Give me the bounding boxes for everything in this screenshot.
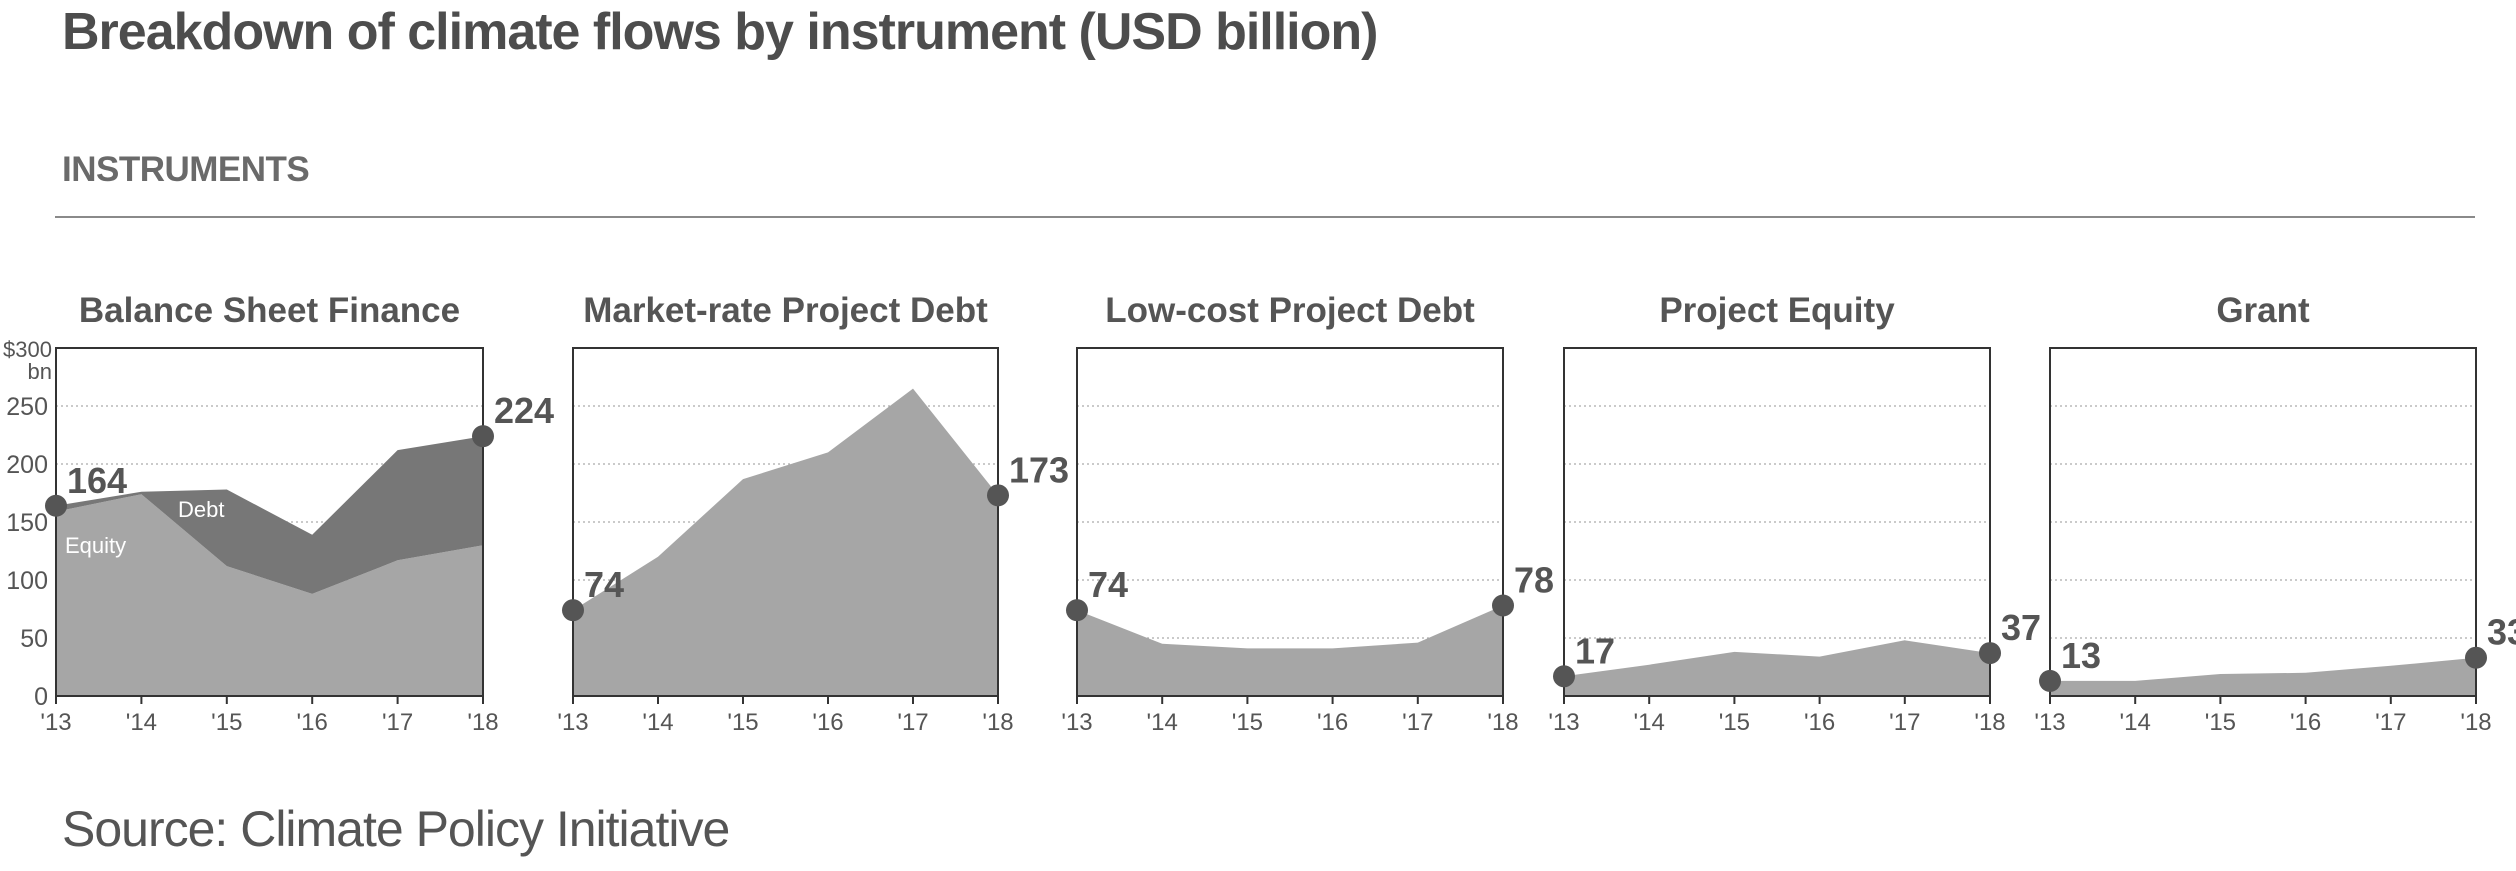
x-tick-label: '18 [1487, 709, 1518, 736]
x-tick-label: '14 [642, 709, 673, 736]
section-label: INSTRUMENTS [62, 150, 310, 189]
endpoint-marker [1553, 665, 1575, 688]
area-series [2050, 657, 2476, 696]
y-tick-label: 200 [6, 451, 48, 479]
area-series [1564, 640, 1990, 696]
x-tick-label: '18 [2460, 709, 2491, 736]
endpoint-value-label: 33 [2487, 612, 2516, 653]
series-label-debt: Debt [178, 497, 224, 522]
endpoint-marker [472, 425, 494, 448]
area-debt [56, 436, 483, 594]
x-tick-label: '15 [1719, 709, 1750, 736]
endpoint-marker [2465, 646, 2487, 669]
y-tick-label: 100 [6, 567, 48, 595]
chart-title: Breakdown of climate flows by instrument… [62, 3, 1378, 61]
y-tick-label: 0 [34, 683, 48, 711]
area-series [573, 388, 998, 696]
area-equity [56, 494, 483, 696]
panel-title: Balance Sheet Finance [79, 291, 460, 330]
x-tick-label: '14 [2120, 709, 2151, 736]
x-tick-label: '13 [40, 709, 71, 736]
x-tick-label: '17 [382, 709, 413, 736]
x-tick-label: '15 [211, 709, 242, 736]
endpoint-marker [1066, 599, 1088, 622]
endpoint-marker [562, 599, 584, 622]
endpoint-marker [1979, 642, 2001, 665]
series-label-equity: Equity [65, 533, 126, 558]
x-tick-label: '14 [126, 709, 157, 736]
x-tick-label: '18 [982, 709, 1013, 736]
source-note: Source: Climate Policy Initiative [62, 801, 730, 857]
plot-frame [572, 347, 999, 697]
x-tick-label: '17 [2375, 709, 2406, 736]
endpoint-marker [987, 484, 1009, 507]
x-tick-label: '17 [1889, 709, 1920, 736]
endpoint-value-label: 224 [494, 390, 554, 431]
panel-title: Market-rate Project Debt [583, 291, 988, 330]
plot-frame [2049, 347, 2477, 697]
x-tick-label: '13 [1548, 709, 1579, 736]
endpoint-value-label: 74 [1088, 564, 1128, 605]
endpoint-marker [45, 494, 67, 517]
x-tick-label: '17 [897, 709, 928, 736]
section-divider [55, 216, 2475, 218]
x-tick-label: '14 [1147, 709, 1178, 736]
x-tick-label: '13 [1061, 709, 1092, 736]
endpoint-value-label: 164 [67, 460, 127, 501]
x-tick-label: '13 [2034, 709, 2065, 736]
endpoint-marker [1492, 594, 1514, 617]
y-axis-unit-label: $300 bn [3, 337, 52, 384]
x-tick-label: '15 [2205, 709, 2236, 736]
endpoint-marker [2039, 669, 2061, 692]
plot-frame [55, 347, 484, 697]
x-tick-label: '18 [467, 709, 498, 736]
x-tick-label: '15 [1232, 709, 1263, 736]
x-tick-label: '16 [1804, 709, 1835, 736]
panel-title: Low-cost Project Debt [1105, 291, 1475, 330]
x-tick-label: '17 [1402, 709, 1433, 736]
plot-frame [1076, 347, 1504, 697]
endpoint-value-label: 37 [2001, 607, 2041, 648]
x-tick-label: '13 [557, 709, 588, 736]
x-tick-label: '16 [812, 709, 843, 736]
plot-frame [1563, 347, 1991, 697]
endpoint-value-label: 173 [1009, 449, 1069, 490]
y-tick-label: 50 [20, 625, 48, 653]
x-tick-label: '16 [2290, 709, 2321, 736]
panel-title: Project Equity [1659, 291, 1895, 330]
y-tick-label: 150 [6, 509, 48, 537]
endpoint-value-label: 13 [2061, 635, 2101, 676]
panel-title: Grant [2216, 291, 2310, 330]
x-tick-label: '16 [297, 709, 328, 736]
x-tick-label: '15 [727, 709, 758, 736]
endpoint-value-label: 78 [1514, 560, 1554, 601]
endpoint-value-label: 74 [584, 564, 624, 605]
endpoint-value-label: 17 [1575, 630, 1615, 671]
x-tick-label: '16 [1317, 709, 1348, 736]
y-tick-label: 250 [6, 393, 48, 421]
area-series [1077, 605, 1503, 696]
x-tick-label: '14 [1634, 709, 1665, 736]
x-tick-label: '18 [1974, 709, 2005, 736]
